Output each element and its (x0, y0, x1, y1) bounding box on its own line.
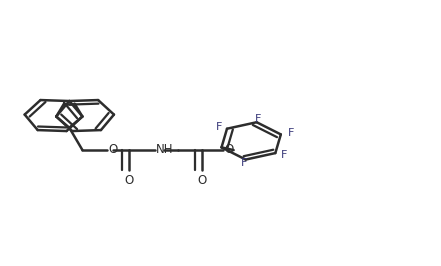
Text: O: O (125, 174, 134, 187)
Text: F: F (288, 128, 294, 138)
Text: O: O (108, 143, 118, 156)
Text: F: F (280, 150, 287, 160)
Text: O: O (197, 174, 206, 187)
Text: NH: NH (156, 143, 174, 156)
Text: F: F (255, 114, 262, 124)
Text: F: F (241, 158, 247, 168)
Text: F: F (215, 122, 222, 132)
Text: O: O (224, 143, 234, 156)
